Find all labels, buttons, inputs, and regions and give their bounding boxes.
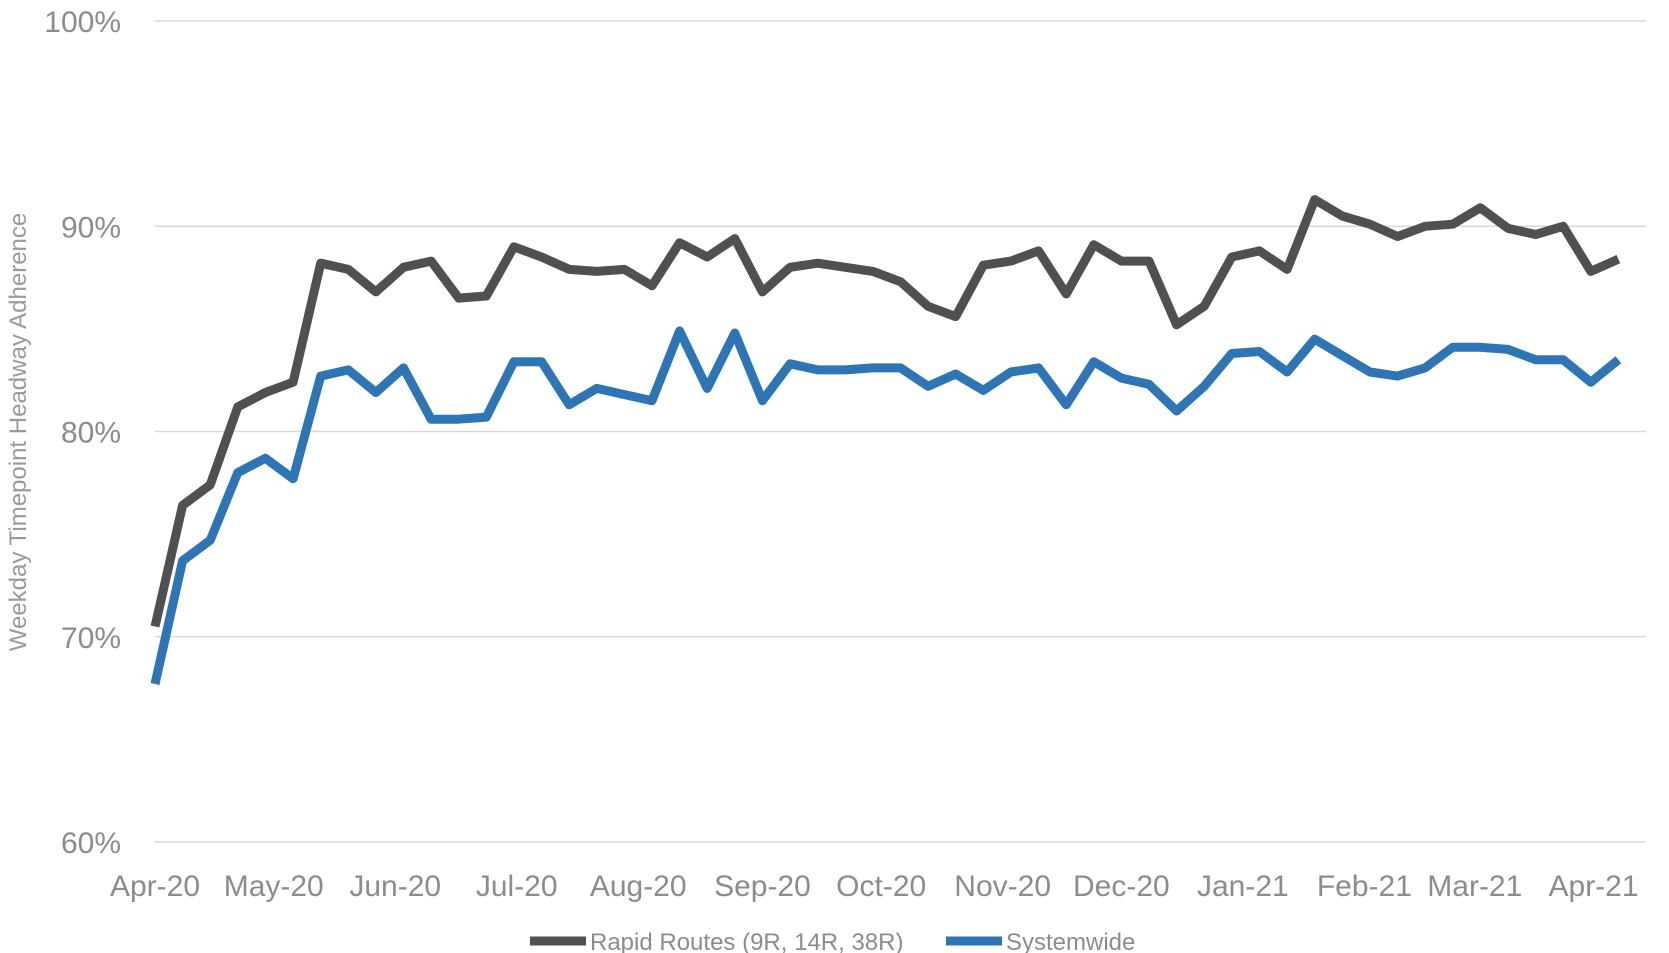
x-tick-label: Mar-21 <box>1427 870 1522 903</box>
legend-label-systemwide: Systemwide <box>1006 929 1135 953</box>
legend-label-rapid-routes: Rapid Routes (9R, 14R, 38R) <box>590 929 903 953</box>
x-tick-label: Jan-21 <box>1197 870 1289 903</box>
x-tick-label: Oct-20 <box>836 870 926 903</box>
y-axis-tick-labels: 60% 70% 80% 90% 100% <box>44 6 121 860</box>
series-lines <box>150 195 1622 685</box>
gridlines <box>155 20 1646 843</box>
x-tick-label: Jul-20 <box>476 870 558 903</box>
legend: Rapid Routes (9R, 14R, 38R) Systemwide <box>530 929 1135 953</box>
x-tick-label: Jun-20 <box>349 870 441 903</box>
x-tick-label: Feb-21 <box>1317 870 1412 903</box>
y-axis-title: Weekday Timepoint Headway Adherence <box>5 213 32 651</box>
x-tick-label: May-20 <box>224 870 324 903</box>
y-tick-label: 60% <box>61 827 121 860</box>
x-tick-label: Apr-20 <box>110 870 200 903</box>
x-tick-label: Dec-20 <box>1073 870 1170 903</box>
series-line-systemwide <box>150 326 1622 685</box>
y-tick-label: 90% <box>61 211 121 244</box>
y-tick-label: 100% <box>44 6 121 39</box>
y-tick-label: 80% <box>61 417 121 450</box>
x-axis-tick-labels: Apr-20 May-20 Jun-20 Jul-20 Aug-20 Sep-20 Oct-… <box>110 870 1639 903</box>
x-tick-label: Aug-20 <box>590 870 687 903</box>
y-tick-label: 70% <box>61 622 121 655</box>
x-tick-label: Apr-21 <box>1549 870 1639 903</box>
x-tick-label: Nov-20 <box>954 870 1051 903</box>
x-tick-label: Sep-20 <box>714 870 811 903</box>
series-line-rapid-routes <box>150 195 1621 628</box>
